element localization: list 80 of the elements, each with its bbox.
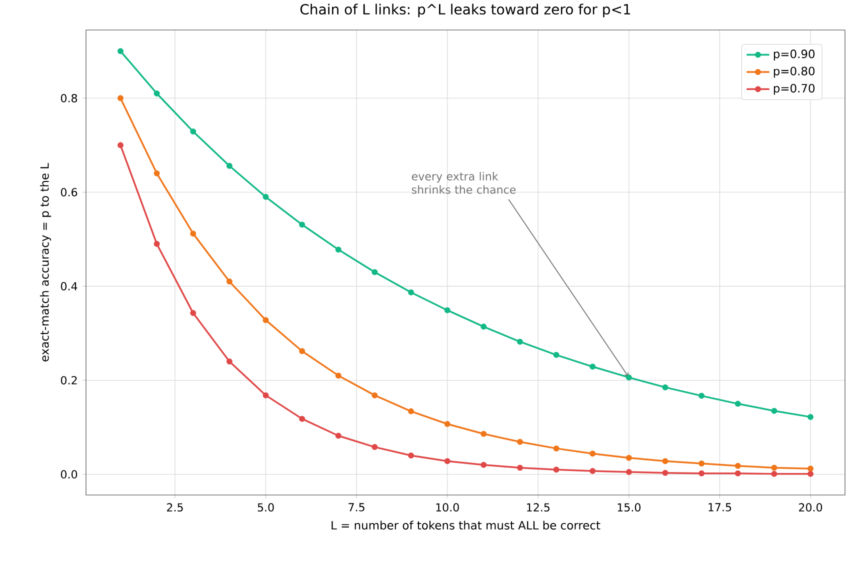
- point: [480, 430, 487, 437]
- point: [154, 90, 160, 96]
- x-tick-label: 17.5: [708, 503, 732, 512]
- point: [480, 462, 487, 468]
- point: [808, 414, 814, 420]
- point: [516, 464, 523, 471]
- x-tick-label: 12.5: [527, 503, 550, 512]
- point: [662, 470, 668, 476]
- legend-label: p=0.90: [774, 50, 815, 60]
- point: [299, 222, 306, 228]
- x-tick-label: 2.5: [166, 503, 183, 512]
- x-axis-title: L = number of tokens that must ALL be correct: [332, 520, 600, 530]
- point: [335, 372, 342, 379]
- point: [262, 317, 269, 324]
- point: [698, 470, 705, 476]
- point: [771, 408, 778, 414]
- point: [444, 421, 450, 428]
- point: [190, 230, 196, 237]
- point: [444, 458, 450, 464]
- point: [698, 460, 705, 466]
- point: [335, 246, 342, 253]
- point: [408, 289, 414, 296]
- y-tick-label: 0.4: [60, 282, 78, 290]
- legend-label: p=0.80: [774, 66, 815, 78]
- point: [154, 240, 160, 247]
- point: [372, 392, 378, 398]
- y-tick-label: 0.8: [60, 94, 78, 102]
- point: [190, 128, 196, 135]
- point: [626, 374, 632, 380]
- point: [372, 444, 378, 450]
- point: [299, 416, 306, 422]
- point: [408, 408, 414, 414]
- y-tick-label: 0.0: [60, 470, 78, 478]
- point: [734, 400, 741, 407]
- point: [771, 464, 778, 471]
- point: [808, 466, 814, 472]
- point: [226, 358, 232, 364]
- point: [226, 278, 232, 285]
- x-tick-label: 10.0: [436, 503, 459, 512]
- point: [444, 307, 450, 314]
- x-tick-label: 15.0: [618, 503, 640, 512]
- x-tick-label: 20.0: [798, 503, 822, 512]
- point: [698, 392, 705, 399]
- y-tick-label: 0.2: [60, 376, 77, 384]
- point: [808, 470, 814, 477]
- point: [299, 348, 306, 354]
- point: [335, 432, 342, 439]
- point: [590, 468, 596, 474]
- point: [626, 454, 632, 461]
- point: [553, 352, 560, 358]
- x-tick-label: 7.5: [348, 503, 364, 512]
- point: [590, 364, 596, 370]
- point: [553, 445, 560, 452]
- point: [734, 470, 741, 476]
- annotation: every extra link shrinks the chance: [412, 172, 516, 194]
- point: [516, 438, 523, 445]
- point: [118, 48, 124, 54]
- point: [372, 269, 378, 276]
- point: [190, 310, 196, 316]
- legend-label: p=0.70: [774, 84, 815, 95]
- point: [226, 162, 232, 169]
- point: [662, 458, 668, 464]
- point: [553, 466, 560, 473]
- point: [771, 470, 778, 477]
- point: [262, 392, 269, 398]
- point: [734, 462, 741, 469]
- point: [516, 338, 523, 345]
- point: [118, 95, 124, 102]
- x-tick-label: 5.0: [258, 503, 274, 512]
- point: [118, 142, 124, 148]
- y-axis-title: exact-match accuracy = p to the L: [40, 163, 52, 362]
- chart-title: Chain of L links: p^L leaks toward zero for p<1: [300, 4, 630, 18]
- point: [626, 468, 632, 475]
- point: [590, 450, 596, 457]
- point: [408, 452, 414, 459]
- point: [262, 194, 269, 200]
- point: [480, 324, 487, 330]
- point: [154, 170, 160, 176]
- point: [662, 384, 668, 390]
- y-tick-label: 0.6: [60, 188, 78, 196]
